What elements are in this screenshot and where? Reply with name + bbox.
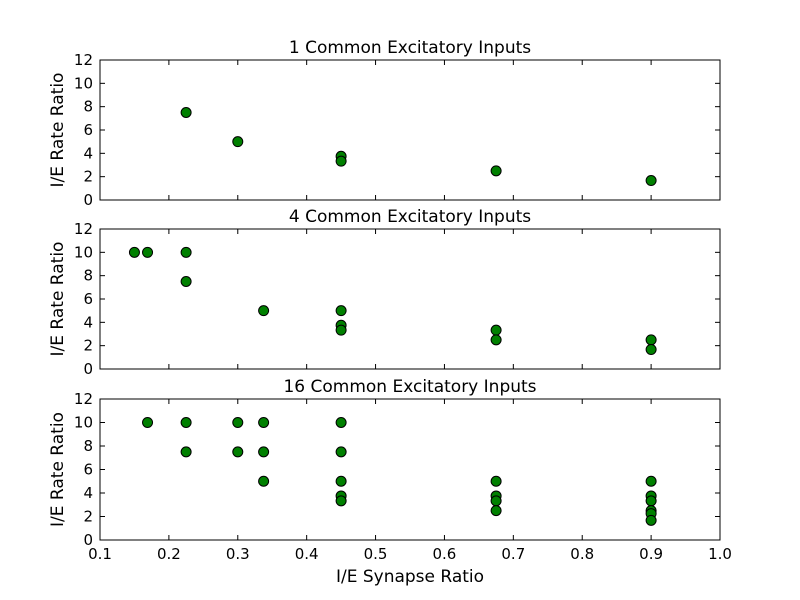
- data-point: [335, 446, 347, 458]
- data-point: [142, 417, 154, 428]
- data-point: [645, 334, 657, 346]
- data-point: [232, 136, 244, 148]
- x-tick-label: 1.0: [708, 545, 732, 563]
- y-tick-label: 0: [83, 191, 93, 209]
- axes-frame: [99, 228, 721, 370]
- y-tick-label: 6: [83, 461, 93, 479]
- y-tick-label: 6: [83, 290, 93, 308]
- x-tick-label: 0.9: [639, 545, 663, 563]
- x-axis-label: I/E Synapse Ratio: [336, 567, 484, 587]
- x-tick-label: 0.3: [226, 545, 250, 563]
- data-point: [232, 417, 244, 428]
- y-tick-label: 0: [83, 531, 93, 549]
- data-point: [645, 495, 657, 507]
- y-tick-label: 0: [83, 360, 93, 378]
- data-point: [490, 495, 502, 507]
- x-tick-label: 0.5: [364, 545, 388, 563]
- data-point: [645, 175, 657, 187]
- data-point: [258, 417, 270, 428]
- y-tick-label: 4: [83, 144, 93, 162]
- data-point: [180, 107, 192, 118]
- y-tick-label: 12: [74, 390, 93, 408]
- subplot-3: 16 Common Excitatory Inputs I/E Rate Rati…: [48, 377, 732, 563]
- y-tick-label: 10: [74, 74, 93, 92]
- data-point: [490, 324, 502, 336]
- data-point: [490, 475, 502, 487]
- data-point: [335, 305, 347, 317]
- y-tick-label: 2: [83, 508, 93, 526]
- y-tick-label: 4: [83, 313, 93, 331]
- subplot-2: 4 Common Excitatory Inputs I/E Rate Ratio…: [48, 207, 721, 378]
- y-tick-label: 10: [74, 414, 93, 432]
- y-axis-label: I/E Rate Ratio: [48, 412, 68, 527]
- data-point: [232, 446, 244, 458]
- data-point: [180, 246, 192, 258]
- y-tick-label: 4: [83, 484, 93, 502]
- axes-frame: [99, 59, 721, 201]
- data-point: [335, 417, 347, 428]
- y-tick-label: 8: [83, 98, 93, 116]
- y-axis-label: I/E Rate Ratio: [48, 242, 68, 357]
- data-point: [258, 475, 270, 487]
- data-point: [180, 276, 192, 287]
- x-tick-label: 0.2: [157, 545, 181, 563]
- data-point: [645, 475, 657, 487]
- y-axis-label: I/E Rate Ratio: [48, 73, 68, 188]
- data-point: [258, 305, 270, 317]
- y-tick-label: 2: [83, 337, 93, 355]
- subplots: 1 Common Excitatory Inputs I/E Rate Ratio…: [48, 38, 732, 563]
- y-tick-label: 12: [74, 220, 93, 238]
- data-point: [490, 505, 502, 517]
- x-tick-label: 0.6: [433, 545, 457, 563]
- data-point: [335, 324, 347, 336]
- x-tick-label: 0.4: [295, 545, 319, 563]
- x-tick-label: 0.1: [88, 545, 112, 563]
- data-point: [258, 446, 270, 458]
- y-tick-label: 2: [83, 168, 93, 186]
- data-point: [180, 446, 192, 458]
- axes-frame: [99, 398, 721, 541]
- data-point: [490, 334, 502, 346]
- x-tick-label: 0.7: [501, 545, 525, 563]
- data-point: [335, 495, 347, 507]
- data-point: [180, 417, 192, 428]
- subplot-title: 4 Common Excitatory Inputs: [289, 207, 531, 227]
- data-point: [645, 344, 657, 356]
- y-tick-label: 8: [83, 437, 93, 455]
- x-tick-label: 0.8: [570, 545, 594, 563]
- y-tick-label: 6: [83, 121, 93, 139]
- data-point: [128, 246, 140, 258]
- subplot-title: 16 Common Excitatory Inputs: [283, 377, 536, 397]
- subplot-title: 1 Common Excitatory Inputs: [289, 38, 531, 58]
- y-tick-label: 8: [83, 267, 93, 285]
- data-point: [335, 155, 347, 167]
- data-point: [335, 475, 347, 487]
- data-point: [645, 514, 657, 526]
- subplot-1: 1 Common Excitatory Inputs I/E Rate Ratio…: [48, 38, 721, 209]
- data-point: [142, 246, 154, 258]
- data-point: [490, 165, 502, 177]
- y-tick-label: 12: [74, 51, 93, 69]
- y-tick-label: 10: [74, 243, 93, 261]
